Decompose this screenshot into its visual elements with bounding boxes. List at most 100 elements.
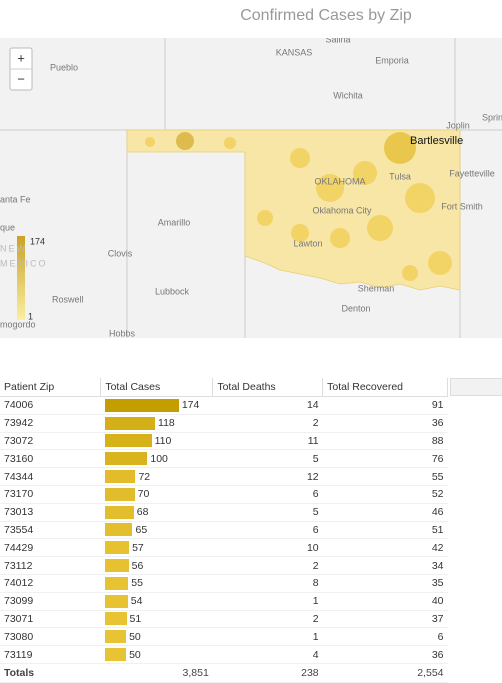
zip: 74006 [0, 396, 101, 415]
map-label: Salina [325, 38, 350, 44]
map-label: MEXICO [0, 258, 48, 268]
table-row: 74429 57 10 42 [0, 538, 448, 558]
deaths: 6 [212, 521, 323, 540]
recovered: 91 [322, 396, 448, 415]
map-label: Joplin [446, 120, 470, 130]
column-header[interactable]: Total Deaths [212, 378, 324, 397]
deaths: 2 [212, 414, 323, 433]
deaths: 5 [212, 503, 323, 522]
data-bar [104, 434, 152, 448]
cases-cell: 56 [100, 556, 213, 575]
data-bar [104, 416, 156, 430]
cases: 51 [129, 612, 142, 625]
table-row: 73013 68 5 46 [0, 503, 448, 522]
table-row: 73942 118 2 36 [0, 414, 448, 433]
map-label: Bartlesville [410, 135, 463, 147]
legend-min: 1 [28, 311, 33, 321]
table-row: 73119 50 4 36 [0, 645, 448, 664]
table-row: 73080 50 1 6 [0, 627, 448, 647]
total: 238 [212, 662, 323, 683]
map-label: Clovis [108, 248, 133, 258]
cases-cell: 54 [100, 592, 213, 611]
zip: 73170 [0, 485, 101, 504]
data-bar [104, 505, 134, 519]
map-label: que [0, 222, 15, 232]
cases-cell: 51 [100, 610, 213, 629]
recovered: 88 [322, 432, 448, 451]
zoom-out[interactable]: − [17, 71, 25, 86]
table-row: 74344 72 12 55 [0, 467, 448, 486]
cases: 50 [129, 648, 141, 661]
cases: 54 [130, 595, 143, 608]
total: Totals [0, 662, 101, 683]
map-label: Denton [341, 303, 370, 313]
map-label: Roswell [52, 294, 84, 304]
zip: 73099 [0, 592, 101, 611]
table-row: 73554 65 6 51 [0, 521, 448, 540]
column-header[interactable]: Total Recovered [322, 378, 448, 397]
recovered: 51 [322, 521, 448, 540]
cases-cell: 110 [100, 432, 213, 451]
recovered: 37 [322, 610, 448, 629]
column-header[interactable]: Total Cases [100, 378, 214, 397]
deaths: 6 [212, 485, 323, 504]
map-label: Tulsa [389, 171, 411, 181]
legend-scale [17, 236, 25, 320]
data-bar [104, 594, 128, 608]
cases-cell: 68 [100, 503, 213, 522]
map-label: OKLAHOMA [314, 176, 365, 186]
data-bar [104, 559, 129, 573]
map-label: anta Fe [0, 194, 31, 204]
table-row: 73071 51 2 37 [0, 610, 448, 629]
cases: 65 [135, 523, 148, 536]
zip: 73072 [0, 432, 101, 451]
column-header[interactable]: Patient Zip [0, 378, 102, 397]
deaths: 1 [212, 627, 323, 647]
data-bar [104, 487, 135, 501]
table-row: 73160 100 5 76 [0, 449, 448, 469]
deaths: 4 [212, 645, 323, 664]
recovered: 35 [322, 574, 448, 593]
cases: 55 [131, 577, 143, 590]
zip: 74429 [0, 538, 101, 558]
cases-cell: 118 [100, 414, 213, 433]
zip: 73071 [0, 610, 101, 629]
data-bar [104, 452, 148, 466]
recovered: 42 [322, 538, 448, 558]
zip: 73942 [0, 414, 101, 433]
deaths: 12 [212, 467, 323, 486]
data-bar [104, 523, 133, 537]
map-label: Fayetteville [449, 168, 495, 178]
cases: 174 [181, 399, 200, 412]
map-label: mogordo [0, 319, 36, 329]
cases: 110 [154, 434, 172, 447]
recovered: 55 [322, 467, 448, 486]
data-bar [104, 612, 127, 626]
cases-cell: 72 [100, 467, 213, 486]
recovered: 46 [322, 503, 448, 522]
recovered: 6 [322, 627, 448, 647]
zoom-in[interactable]: + [17, 50, 25, 65]
map-label: Fort Smith [441, 201, 483, 211]
map-label: Wichita [333, 90, 363, 100]
zip: 73080 [0, 627, 101, 647]
zip: 73119 [0, 645, 101, 664]
map-label: Hobbs [109, 328, 136, 338]
map-label: Oklahoma City [312, 205, 372, 215]
cases: 56 [131, 559, 144, 572]
cases-cell: 50 [100, 627, 213, 647]
deaths: 8 [212, 574, 323, 593]
table-row: 73072 110 11 88 [0, 432, 448, 451]
data-bar [104, 648, 127, 662]
recovered: 52 [322, 485, 448, 504]
map-label: Sherman [358, 283, 395, 293]
map-label: Emporia [375, 55, 409, 65]
map-label: Amarillo [158, 217, 191, 227]
cases-cell: 100 [100, 449, 213, 469]
cases: 72 [138, 470, 151, 483]
recovered: 34 [322, 556, 448, 575]
cases-cell: 57 [100, 538, 213, 558]
deaths: 14 [212, 396, 323, 415]
cases: 70 [137, 488, 150, 501]
recovered: 36 [322, 645, 448, 664]
